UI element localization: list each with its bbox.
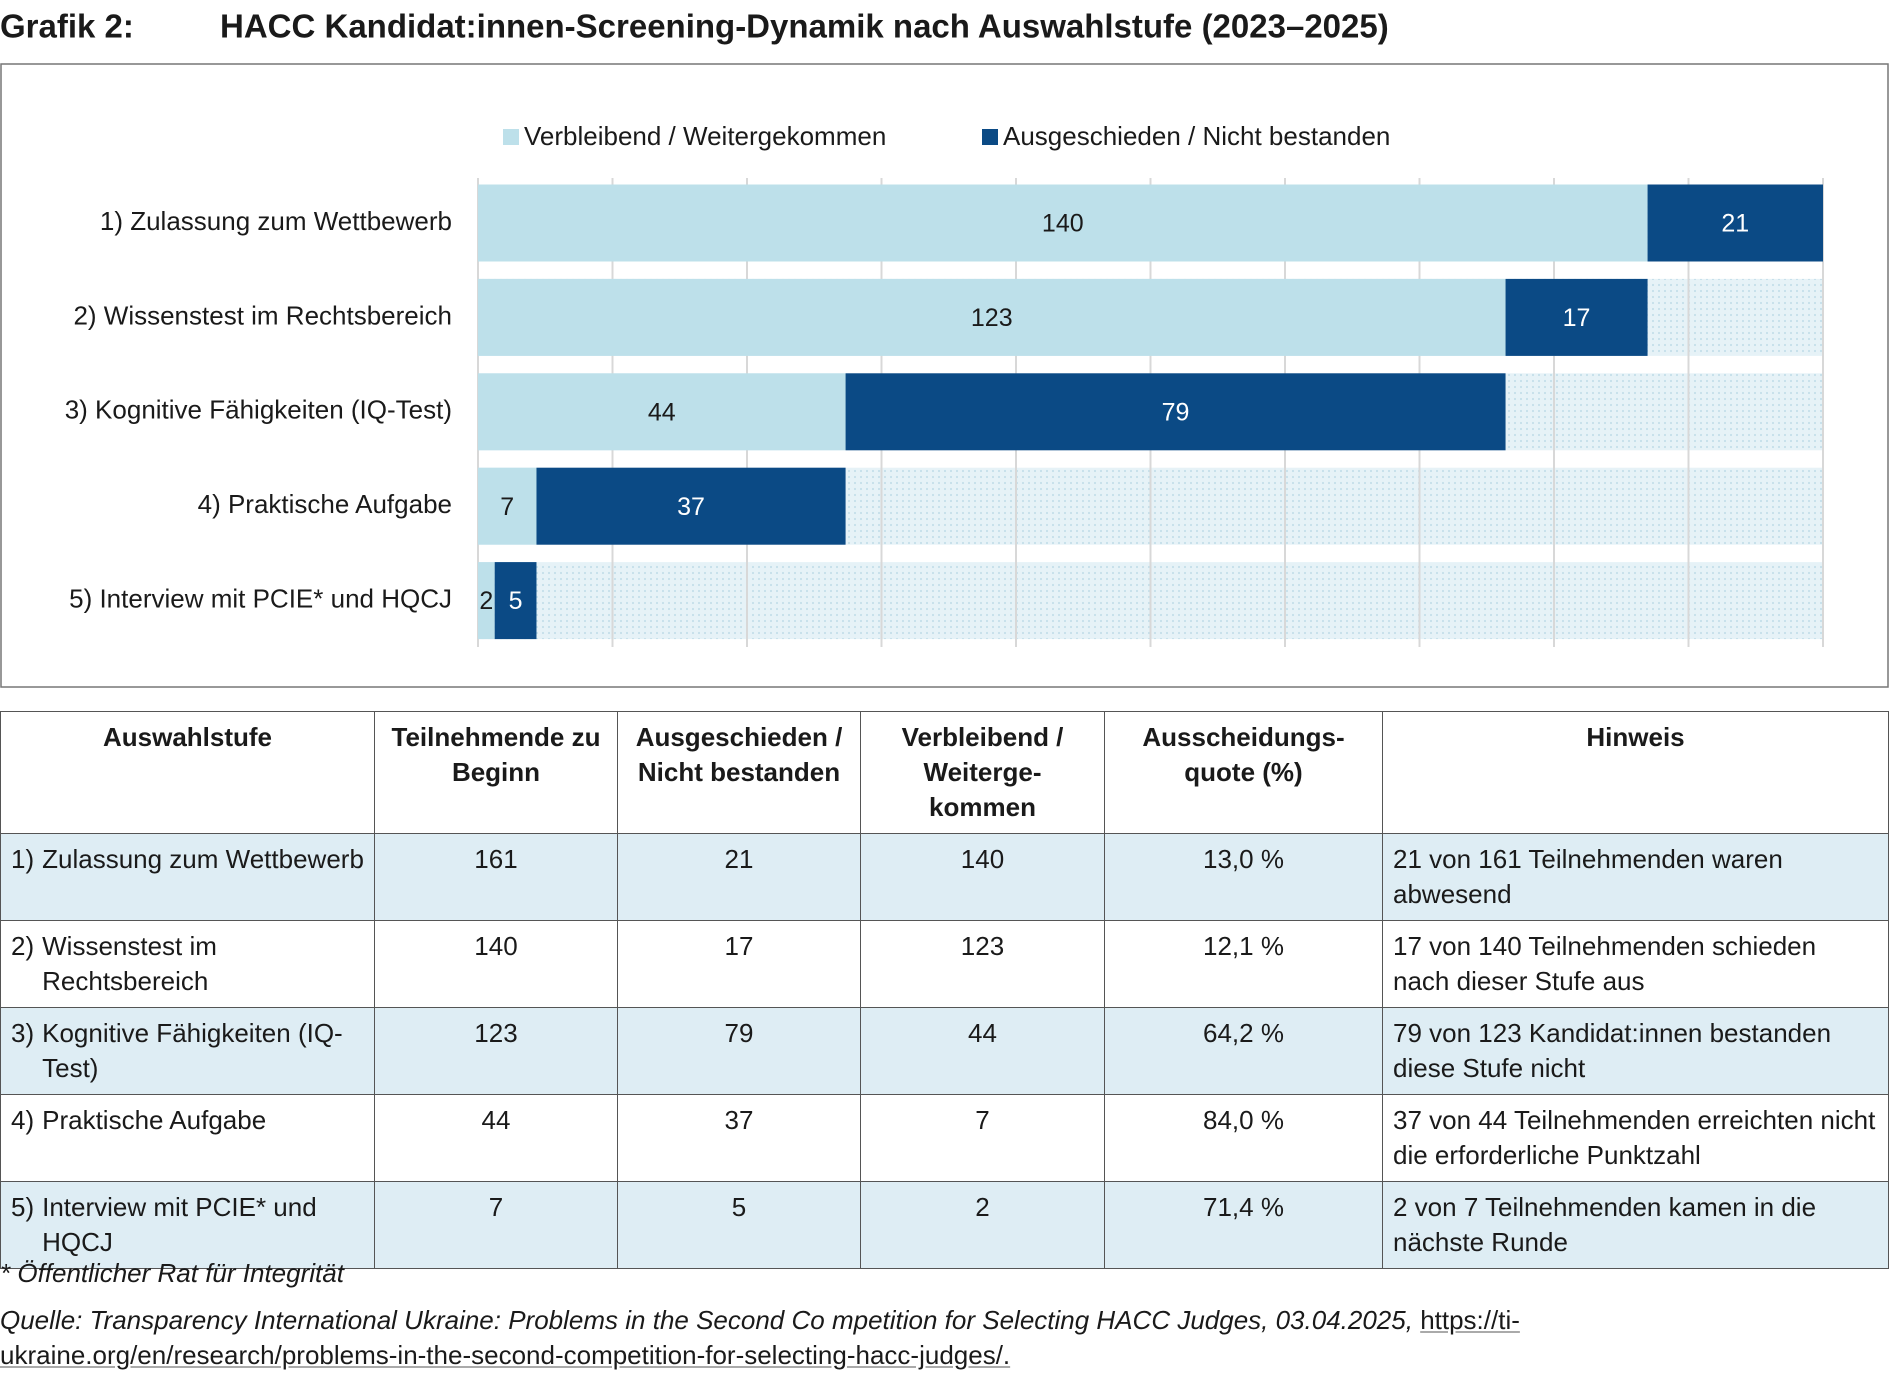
bar-segment: [1647, 184, 1823, 262]
bar-segment: [1505, 278, 1648, 356]
source-url: https://ti-ukraine.org/en/research/probl…: [0, 1305, 1520, 1370]
value-label: 5: [509, 587, 523, 615]
chart-title: HACC Kandidat:innen-Screening-Dynamik na…: [220, 8, 1389, 45]
stage-name: Interview mit PCIE* und HQCJ: [42, 1192, 317, 1257]
table-cell: 7: [860, 1094, 1105, 1182]
stage-number: 2): [11, 931, 35, 961]
bar-segment: [478, 278, 1506, 356]
bar-segment: [845, 373, 1506, 451]
table-cell: 140: [374, 920, 618, 1008]
stage-cell: 1) Zulassung zum Wettbewerb: [0, 833, 375, 921]
footnote: * Öffentlicher Rat für Integrität: [0, 1258, 344, 1288]
column-header: Auswahlstufe: [0, 711, 375, 834]
stage-cell: 4) Praktische Aufgabe: [0, 1094, 375, 1182]
data-table: Auswahlstufe Teilnehmende zu Beginn Ausges…: [0, 711, 1889, 1269]
table-cell: 123: [374, 1007, 618, 1095]
value-label: 37: [677, 493, 705, 521]
stage: 4) Praktische Aufgabe: [11, 1103, 364, 1138]
table-cell: 79 von 123 Kandidat:innen bestanden dies…: [1382, 1007, 1889, 1095]
y-tick-label: 2) Wissenstest im Rechtsbereich: [73, 300, 452, 330]
stage: 3) Kognitive Fähigkeiten (IQ-Test): [11, 1016, 364, 1086]
table-cell: 37 von 44 Teilnehmenden erreichten nicht…: [1382, 1094, 1889, 1182]
table-cell: 37: [617, 1094, 861, 1182]
table-cell: 79: [617, 1007, 861, 1095]
table-row: 1) Zulassung zum Wettbewerb 161 21 140 13,0 %…: [0, 833, 1889, 921]
value-label: 2: [479, 587, 493, 615]
stage-number: 5): [11, 1192, 35, 1222]
column-header: Verbleibend / Weiterge-kommen: [860, 711, 1105, 834]
value-label: 7: [500, 493, 514, 521]
table-cell: 140: [860, 833, 1105, 921]
table-cell: 71,4 %: [1104, 1181, 1383, 1269]
y-tick-label: 4) Praktische Aufgabe: [198, 489, 452, 519]
stage-name: Kognitive Fähigkeiten (IQ-Test): [42, 1018, 343, 1083]
table-cell: 123: [860, 920, 1105, 1008]
stage-number: 4): [11, 1105, 35, 1135]
stage-name: Praktische Aufgabe: [42, 1105, 267, 1135]
bar-segment: [478, 562, 495, 640]
table-cell: 2 von 7 Teilnehmenden kamen in die nächs…: [1382, 1181, 1889, 1269]
stage-number: 3): [11, 1018, 35, 1048]
stage: 1) Zulassung zum Wettbewerb: [11, 842, 364, 877]
table-cell: 84,0 %: [1104, 1094, 1383, 1182]
value-label: 79: [1162, 398, 1190, 426]
table-cell: 64,2 %: [1104, 1007, 1383, 1095]
value-label: 21: [1721, 210, 1749, 238]
value-label: 140: [1042, 210, 1084, 238]
legend-label: Verbleibend / Weitergekommen: [524, 121, 886, 151]
bar-segment: [494, 562, 537, 640]
y-tick-label: 3) Kognitive Fähigkeiten (IQ-Test): [65, 395, 452, 425]
value-label: 123: [971, 304, 1013, 332]
column-header: Teilnehmende zu Beginn: [374, 711, 618, 834]
stage: 2) Wissenstest im Rechtsbereich: [11, 929, 364, 999]
table-cell: 17 von 140 Teilnehmenden schieden nach d…: [1382, 920, 1889, 1008]
bar-segment: [478, 373, 846, 451]
y-tick-label: 5) Interview mit PCIE* und HQCJ: [69, 583, 452, 613]
stage-cell: 2) Wissenstest im Rechtsbereich: [0, 920, 375, 1008]
bar-segment: [536, 467, 846, 545]
table-cell: 44: [374, 1094, 618, 1182]
source: Quelle: Transparency International Ukrai…: [0, 1303, 1888, 1373]
table-row: 3) Kognitive Fähigkeiten (IQ-Test) 123 79 44…: [0, 1007, 1889, 1095]
table-cell: 17: [617, 920, 861, 1008]
source-text: Quelle: Transparency International Ukrai…: [0, 1305, 1413, 1335]
table-cell: 161: [374, 833, 618, 921]
value-label: 17: [1563, 304, 1591, 332]
stage-cell: 5) Interview mit PCIE* und HQCJ: [0, 1181, 375, 1269]
legend-swatch: [982, 129, 998, 145]
table-cell: 2: [860, 1181, 1105, 1269]
chart-frame: [0, 63, 1889, 688]
y-tick-label: 1) Zulassung zum Wettbewerb: [100, 206, 452, 236]
figure-label: Grafik 2:: [0, 8, 134, 45]
table-cell: 21 von 161 Teilnehmenden waren abwesend: [1382, 833, 1889, 921]
stage-name: Zulassung zum Wettbewerb: [42, 844, 364, 874]
column-header: Ausgeschieden / Nicht bestanden: [617, 711, 861, 834]
bar-segment: [478, 467, 537, 545]
bar-segment: [478, 184, 1648, 262]
table-cell: 12,1 %: [1104, 920, 1383, 1008]
value-label: 44: [648, 398, 676, 426]
table-row: 2) Wissenstest im Rechtsbereich 140 17 123 12…: [0, 920, 1889, 1008]
legend-label: Ausgeschieden / Nicht bestanden: [1003, 121, 1390, 151]
legend-swatch: [503, 129, 519, 145]
stage-name: Wissenstest im Rechtsbereich: [42, 931, 217, 996]
stage-cell: 3) Kognitive Fähigkeiten (IQ-Test): [0, 1007, 375, 1095]
stage: 5) Interview mit PCIE* und HQCJ: [11, 1190, 364, 1260]
table-header: Auswahlstufe Teilnehmende zu Beginn Ausges…: [0, 711, 1889, 834]
column-header: Ausscheidungs-quote (%): [1104, 711, 1383, 834]
table-row: 4) Praktische Aufgabe 44 37 7 84,0 % 37 von 44…: [0, 1094, 1889, 1182]
chart: Grafik 2: HACC Kandidat:innen-Screening-…: [0, 8, 1889, 688]
table-cell: 44: [860, 1007, 1105, 1095]
table-cell: 13,0 %: [1104, 833, 1383, 921]
table-row: 5) Interview mit PCIE* und HQCJ 7 5 2 71,4 % 2…: [0, 1181, 1889, 1269]
column-header: Hinweis: [1382, 711, 1889, 834]
stage-number: 1): [11, 844, 35, 874]
table-cell: 21: [617, 833, 861, 921]
